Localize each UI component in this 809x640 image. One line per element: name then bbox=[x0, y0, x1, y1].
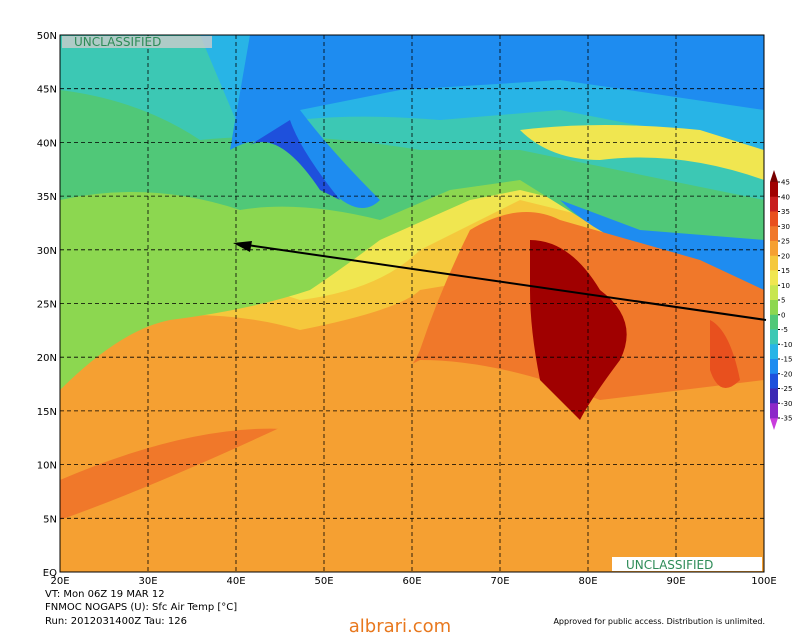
lat-label: 5N bbox=[43, 514, 57, 525]
colorbar-end bbox=[770, 170, 778, 182]
colorbar-swatch bbox=[770, 285, 778, 301]
colorbar-swatch bbox=[770, 314, 778, 330]
colorbar-label: 45 bbox=[781, 179, 790, 187]
lon-label: 80E bbox=[578, 576, 597, 587]
caption-line: VT: Mon 06Z 19 MAR 12 bbox=[45, 589, 165, 600]
classification-bottom: UNCLASSIFIED bbox=[626, 558, 713, 572]
lon-label: 100E bbox=[751, 576, 776, 587]
lat-label: 30N bbox=[37, 246, 57, 257]
colorbar-label: -20 bbox=[781, 370, 792, 378]
colorbar-swatch bbox=[770, 403, 778, 419]
lat-label: 20N bbox=[37, 353, 57, 364]
colorbar-label: -35 bbox=[781, 415, 792, 423]
lat-label: 35N bbox=[37, 192, 57, 203]
lon-label: 90E bbox=[666, 576, 685, 587]
colorbar-swatch bbox=[770, 226, 778, 242]
lon-label: 20E bbox=[50, 576, 69, 587]
colorbar-swatch bbox=[770, 300, 778, 316]
colorbar: 45 40 35 30 25 20 15 10 5 0 -5 -10 -15 -20 -25 -30 -35 bbox=[770, 170, 792, 430]
lat-label: EQ bbox=[43, 568, 57, 579]
colorbar-label: -15 bbox=[781, 356, 792, 364]
colorbar-swatch bbox=[770, 270, 778, 286]
classification-box bbox=[612, 557, 762, 571]
colorbar-label: -30 bbox=[781, 400, 792, 408]
colorbar-label: 0 bbox=[781, 311, 785, 319]
colorbar-swatch bbox=[770, 359, 778, 375]
colorbar-label: -10 bbox=[781, 341, 792, 349]
colorbar-swatch bbox=[770, 196, 778, 212]
colorbar-label: 5 bbox=[781, 297, 785, 305]
colorbar-label: 25 bbox=[781, 238, 790, 246]
colorbar-swatch bbox=[770, 211, 778, 227]
lat-label: 25N bbox=[37, 300, 57, 311]
colorbar-swatch bbox=[770, 329, 778, 345]
colorbar-swatch bbox=[770, 344, 778, 360]
lon-label: 70E bbox=[490, 576, 509, 587]
lat-label: 50N bbox=[37, 31, 57, 42]
classification-top: UNCLASSIFIED bbox=[74, 35, 161, 49]
colorbar-label: 30 bbox=[781, 223, 790, 231]
lon-label: 50E bbox=[314, 576, 333, 587]
lon-label: 30E bbox=[138, 576, 157, 587]
colorbar-swatch bbox=[770, 373, 778, 389]
colorbar-label: 10 bbox=[781, 282, 790, 290]
caption-line: Run: 2012031400Z Tau: 126 bbox=[45, 616, 187, 627]
lat-label: 15N bbox=[37, 407, 57, 418]
colorbar-swatch bbox=[770, 388, 778, 404]
colorbar-label: 35 bbox=[781, 208, 790, 216]
colorbar-label: -5 bbox=[781, 326, 788, 334]
colorbar-label: 20 bbox=[781, 252, 790, 260]
lat-label: 45N bbox=[37, 85, 57, 96]
lon-label: 40E bbox=[226, 576, 245, 587]
lat-label: 40N bbox=[37, 138, 57, 149]
colorbar-swatch bbox=[770, 182, 778, 198]
watermark: albrari.com bbox=[349, 616, 451, 636]
classification-box bbox=[62, 36, 212, 48]
colorbar-label: 15 bbox=[781, 267, 790, 275]
disclaimer: Approved for public access. Distribution… bbox=[553, 617, 765, 626]
colorbar-label: -25 bbox=[781, 385, 792, 393]
graticule bbox=[60, 35, 764, 572]
arrow bbox=[233, 241, 767, 321]
caption-line: FNMOC NOGAPS (U): Sfc Air Temp [°C] bbox=[45, 602, 237, 613]
lon-label: 60E bbox=[402, 576, 421, 587]
colorbar-swatch bbox=[770, 241, 778, 257]
colorbar-end bbox=[770, 418, 778, 430]
colorbar-label: 40 bbox=[781, 193, 790, 201]
colorbar-swatch bbox=[770, 255, 778, 271]
lat-label: 10N bbox=[37, 461, 57, 472]
